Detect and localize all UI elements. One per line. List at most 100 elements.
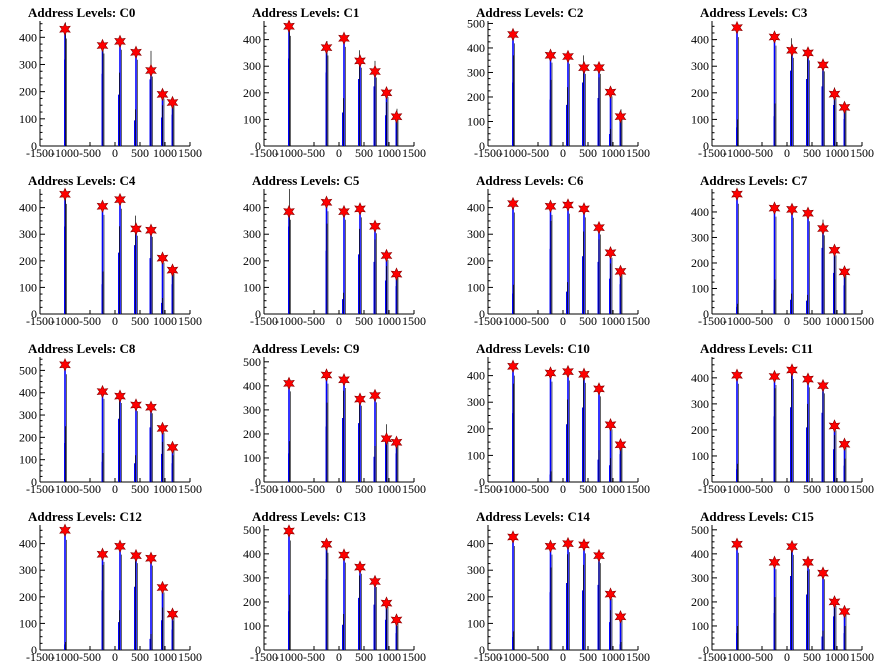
x-tick-label: 0 [784,482,790,496]
x-tick-label: -1000 [499,146,527,160]
chart-panel: Address Levels: C90100200300400500-1500-… [243,341,426,496]
chart-panel: Address Levels: C7 0 100 200 300 400 -1500-100… [691,173,874,328]
y-tick-label: 300 [467,395,485,409]
y-tick-label: 400 [467,201,485,215]
peak-marker [817,58,829,72]
y-tick-label: 400 [691,205,709,219]
y-tick-label: 100 [467,616,485,630]
y-tick-label: 200 [467,590,485,604]
x-tick-label: 0 [112,482,118,496]
peak-marker [562,198,574,212]
x-tick-label: 500 [131,146,149,160]
chart-title: Address Levels: C7 [700,173,808,188]
peak-marker [786,43,798,58]
x-tick-label: 0 [560,146,566,160]
x-tick-label: 500 [803,314,821,328]
y-tick-label: 0 [703,307,709,321]
x-tick-label: -1000 [499,650,527,664]
chart-title: Address Levels: C3 [700,5,808,20]
peak-marker [507,196,519,211]
y-tick-label: 200 [467,254,485,268]
peak-marker [338,548,350,562]
y-tick-label: 0 [255,475,261,489]
peak-marker [604,246,617,260]
x-tick-label: 0 [336,314,342,328]
peak-marker [145,400,157,414]
x-tick-label: 500 [131,482,149,496]
chart-panel: Address Levels: C80100200300400500-1500-… [19,341,202,496]
chart-title: Address Levels: C0 [28,5,135,20]
peak-marker [731,537,743,551]
peak-marker [802,206,814,220]
peak-marker [369,388,381,403]
chart-title: Address Levels: C12 [28,509,142,524]
peak-marker [838,437,851,451]
y-tick-label: 0 [255,643,261,657]
peak-marker [338,204,350,219]
peak-marker [544,539,557,554]
x-tick-label: 500 [355,314,373,328]
x-tick-label: 0 [784,314,790,328]
x-tick-label: -1000 [51,482,79,496]
peak-marker [838,100,851,115]
peak-marker [562,49,574,64]
peak-marker [354,202,366,216]
x-tick-label: -1000 [275,146,303,160]
peak-marker [562,364,574,379]
x-tick-label: 1000 [601,314,625,328]
x-tick-label: 1000 [153,482,177,496]
y-tick-label: 200 [243,427,261,441]
y-tick-label: 400 [19,386,37,400]
y-tick-label: 100 [467,114,485,128]
peak-marker [130,398,142,412]
y-tick-label: 100 [691,449,709,463]
x-tick-label: 0 [560,650,566,664]
y-tick-label: 200 [243,86,261,100]
x-tick-label: 1000 [377,482,401,496]
peak-marker [320,195,333,210]
peak-marker [96,547,109,562]
peak-marker [59,187,71,202]
y-tick-label: 100 [243,112,261,126]
peak-marker [59,358,71,372]
x-tick-label: -500 [527,650,549,664]
y-tick-label: 0 [703,475,709,489]
y-tick-label: 500 [691,523,709,537]
peak-marker [786,363,798,377]
peak-marker [614,438,627,452]
x-tick-label: 1000 [825,146,849,160]
x-tick-label: -500 [527,314,549,328]
chart-title: Address Levels: C15 [700,509,814,524]
y-tick-label: 300 [19,227,37,241]
y-tick-label: 300 [467,65,485,79]
chart-panel: Address Levels: C11 0 100 200 300 400 -1500-10… [691,341,874,496]
peak-marker [390,613,403,627]
x-tick-label: -1000 [723,650,751,664]
y-tick-label: 400 [691,371,709,385]
y-tick-label: 200 [691,86,709,100]
y-tick-label: 500 [467,16,485,30]
peak-marker [593,60,605,75]
x-tick-label: -1500 [698,482,726,496]
y-tick-label: 400 [243,33,261,47]
y-tick-label: 100 [243,619,261,633]
peak-marker [593,220,605,235]
y-tick-label: 300 [691,230,709,244]
chart-panel: Address Levels: C0 0 100 200 300 400 -1500-100… [19,5,202,160]
peak-marker [59,22,71,36]
peak-marker [786,539,798,554]
peak-marker [96,38,109,53]
y-tick-label: 0 [479,643,485,657]
y-tick-label: 100 [467,280,485,294]
peak-marker [768,201,781,215]
peak-marker [390,267,403,281]
peak-marker [614,109,627,124]
y-tick-label: 200 [243,254,261,268]
x-tick-label: -500 [303,650,325,664]
y-tick-label: 100 [19,280,37,294]
x-tick-label: -500 [303,314,325,328]
peak-marker [283,19,295,34]
peak-marker [838,265,851,279]
y-tick-label: 0 [479,139,485,153]
